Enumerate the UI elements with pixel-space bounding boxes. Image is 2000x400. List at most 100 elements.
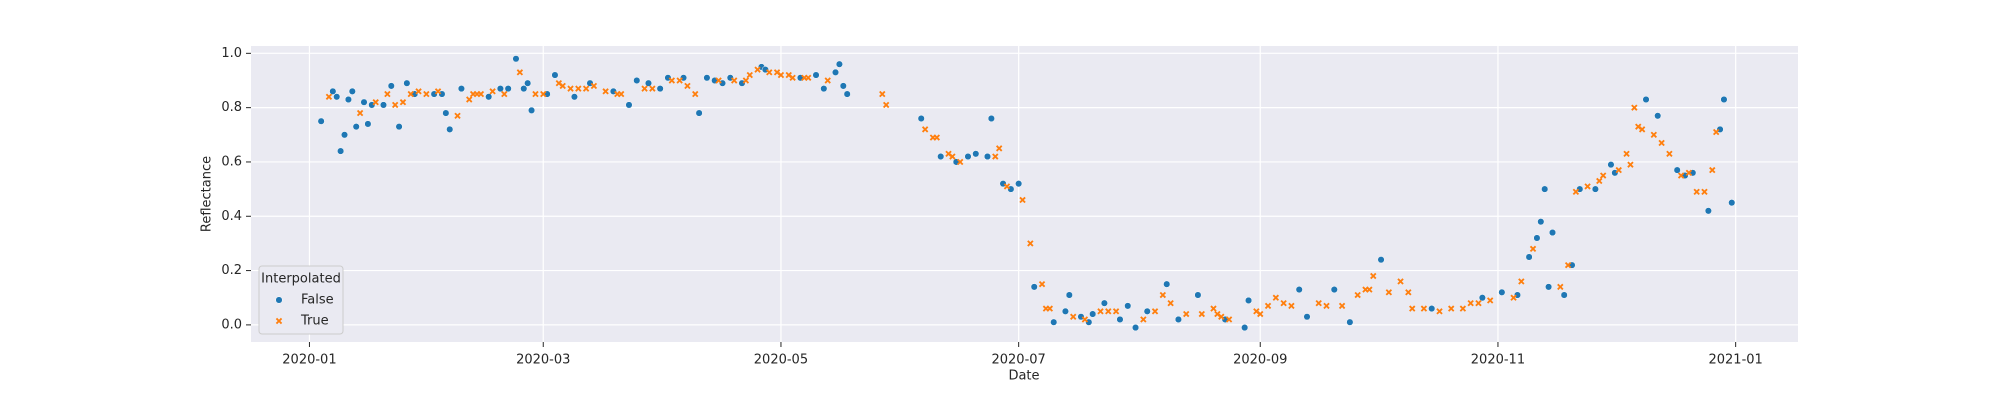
x-marker [1338,302,1346,310]
circle-marker [937,152,945,161]
x-marker [1140,316,1147,323]
circle-marker [1295,286,1303,294]
x-marker [692,90,699,98]
circle-marker [1015,180,1023,188]
x-marker [1019,196,1026,204]
circle-marker [1330,286,1338,294]
x-marker [466,96,473,103]
x-marker [399,99,407,106]
x-marker [730,77,738,84]
x-marker [1572,188,1580,196]
x-marker [434,88,442,95]
x-marker [1354,291,1361,299]
x-marker [423,90,430,98]
x-marker [325,93,333,100]
x-marker [1397,278,1404,285]
legend-title: Interpolated [261,272,341,287]
x-marker [649,85,656,92]
x-marker [957,158,964,166]
x-marker [391,101,399,109]
circle-marker [364,120,372,128]
circle-marker [644,79,653,87]
circle-marker [446,125,454,133]
circle-marker [329,87,337,95]
circle-marker [520,85,528,93]
x-marker [805,74,812,81]
circle-marker [1377,256,1385,264]
circle-marker [695,109,703,117]
circle-marker [917,114,925,123]
x-marker [1159,291,1167,299]
x-marker [1112,308,1120,315]
x-marker [501,90,508,98]
x-marker [1436,308,1443,315]
circle-marker [1050,318,1058,326]
x-marker [407,90,414,98]
x-marker [1475,299,1482,307]
circle-marker [1116,315,1124,324]
legend-box [258,265,344,335]
circle-marker [839,82,847,90]
x-marker [1510,294,1517,301]
circle-marker [395,123,403,131]
circle-marker [344,95,352,104]
x-tick-label: 2020-11 [1471,353,1525,368]
x-marker [1264,302,1272,310]
circle-marker [1525,253,1533,261]
circle-marker [352,123,360,131]
circle-marker [633,76,641,85]
circle-marker [1030,283,1038,291]
x-marker [1370,272,1377,280]
circle-marker [457,85,465,93]
x-marker [1658,139,1665,147]
x-marker [1046,305,1054,312]
circle-marker [1303,313,1311,321]
x-marker [766,69,773,76]
legend-marker [275,317,283,325]
x-tick-label: 2020-05 [754,353,808,368]
x-marker [746,71,753,79]
circle-marker [1132,324,1140,332]
x-marker [1038,280,1046,288]
circle-marker [1720,95,1728,104]
x-marker [668,77,676,84]
x-tick-label: 2020-07 [991,353,1045,368]
circle-marker [504,85,512,93]
x-marker [540,90,547,98]
circle-marker [1245,296,1253,305]
circle-marker [1346,318,1354,326]
circle-marker [1545,283,1553,291]
x-tick-label: 2021-01 [1708,353,1762,368]
x-marker [1280,299,1287,307]
circle-marker [570,93,578,101]
x-marker [1685,169,1693,177]
x-marker [617,90,625,98]
x-marker [1405,289,1412,296]
circle-marker [1061,307,1069,315]
circle-marker [348,87,356,95]
x-marker [789,74,796,81]
circle-marker [1541,185,1549,193]
circle-marker [1560,291,1568,299]
x-marker [1596,177,1603,185]
circle-marker [812,71,820,79]
x-marker [489,88,496,95]
x-marker [567,85,574,92]
x-marker [676,77,683,84]
x-marker [1225,316,1233,323]
circle-marker [1174,315,1182,324]
circle-marker [485,93,493,101]
circle-marker [360,98,368,106]
x-marker [1420,305,1428,312]
x-marker [602,88,609,95]
x-marker [1070,313,1077,320]
x-marker [559,82,566,90]
circle-marker [403,79,411,87]
x-marker [1218,313,1225,320]
x-marker [882,101,890,109]
circle-marker [524,79,532,87]
circle-marker [983,152,992,161]
circle-marker [512,55,520,63]
x-marker [1105,308,1112,315]
x-marker [1385,289,1393,296]
